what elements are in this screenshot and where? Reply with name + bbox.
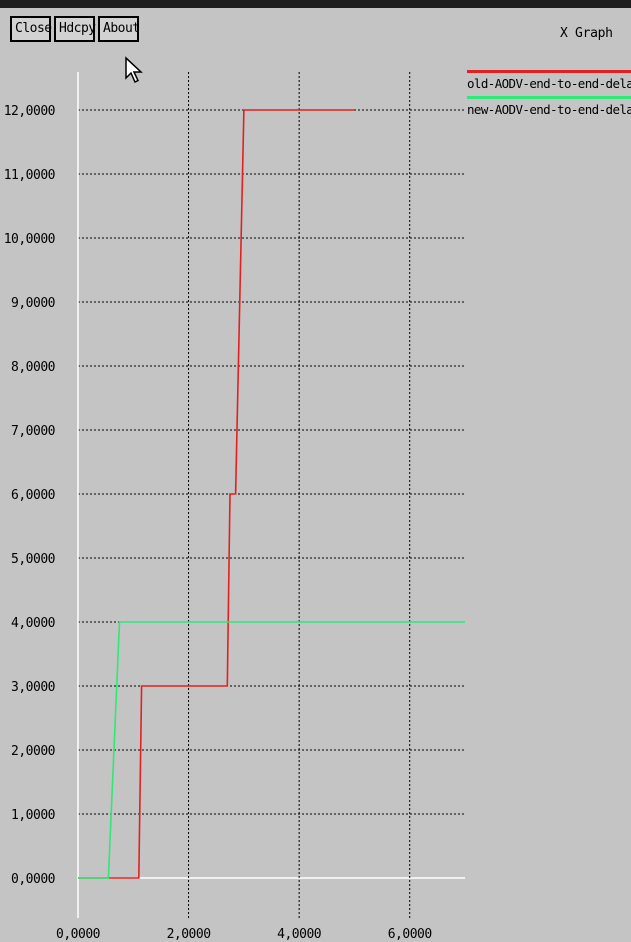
legend-swatch-old-aodv (467, 70, 631, 73)
x-tick-label: 4,0000 (277, 927, 321, 942)
y-tick-label: 4,0000 (11, 616, 55, 631)
close-button[interactable]: Close (10, 16, 52, 42)
y-tick-label: 0,0000 (11, 872, 55, 887)
mouse-pointer-icon (125, 56, 143, 84)
y-tick-label: 10,0000 (4, 232, 55, 247)
series-line-old-aodv (78, 109, 355, 879)
y-tick-label: 2,0000 (11, 744, 55, 759)
y-tick-label: 1,0000 (11, 808, 55, 823)
legend-label-old-aodv: old-AODV-end-to-end-delay. (467, 76, 631, 91)
x-tick-label: 6,0000 (388, 927, 432, 942)
legend-swatch-new-aodv (467, 96, 631, 99)
window-top-border (0, 0, 631, 8)
legend-label-new-aodv: new-AODV-end-to-end-delay. (467, 102, 631, 117)
x-tick-label: 2,0000 (167, 927, 211, 942)
y-tick-label: 5,0000 (11, 552, 55, 567)
y-tick-label: 7,0000 (11, 424, 55, 439)
hdcpy-button[interactable]: Hdcpy (54, 16, 96, 42)
y-tick-label: 11,0000 (4, 168, 55, 183)
y-tick-label: 9,0000 (11, 296, 55, 311)
window-title: X Graph (560, 26, 613, 41)
y-tick-label: 8,0000 (11, 360, 55, 375)
series-line-new-aodv (78, 621, 465, 879)
y-tick-label: 3,0000 (11, 680, 55, 695)
about-button[interactable]: About (98, 16, 140, 42)
x-tick-label: 0,0000 (56, 927, 100, 942)
y-tick-label: 6,0000 (11, 488, 55, 503)
y-tick-label: 12,0000 (4, 104, 55, 119)
